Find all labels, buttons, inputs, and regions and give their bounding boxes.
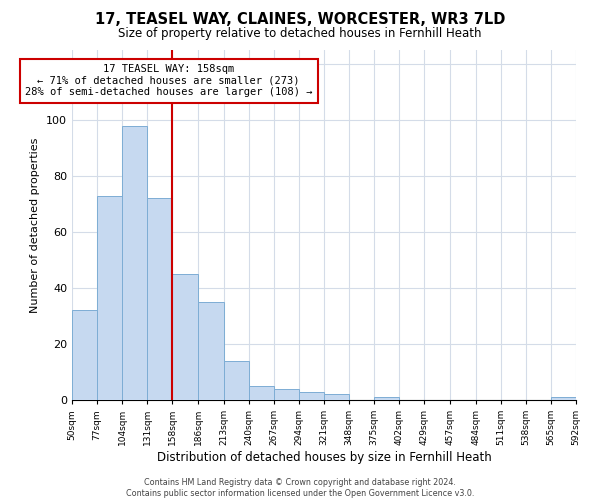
Bar <box>324 394 349 400</box>
Bar <box>374 397 400 400</box>
Text: Size of property relative to detached houses in Fernhill Heath: Size of property relative to detached ho… <box>118 28 482 40</box>
Text: Contains HM Land Registry data © Crown copyright and database right 2024.
Contai: Contains HM Land Registry data © Crown c… <box>126 478 474 498</box>
Bar <box>97 196 122 400</box>
Bar <box>199 302 224 400</box>
Bar <box>148 198 172 400</box>
Text: 17 TEASEL WAY: 158sqm
← 71% of detached houses are smaller (273)
28% of semi-det: 17 TEASEL WAY: 158sqm ← 71% of detached … <box>25 64 313 98</box>
Bar <box>172 274 199 400</box>
Text: 17, TEASEL WAY, CLAINES, WORCESTER, WR3 7LD: 17, TEASEL WAY, CLAINES, WORCESTER, WR3 … <box>95 12 505 28</box>
X-axis label: Distribution of detached houses by size in Fernhill Heath: Distribution of detached houses by size … <box>157 451 491 464</box>
Y-axis label: Number of detached properties: Number of detached properties <box>31 138 40 312</box>
Bar <box>72 310 97 400</box>
Bar <box>224 361 248 400</box>
Bar <box>274 389 299 400</box>
Bar <box>248 386 274 400</box>
Bar <box>551 397 576 400</box>
Bar <box>122 126 148 400</box>
Bar <box>299 392 324 400</box>
